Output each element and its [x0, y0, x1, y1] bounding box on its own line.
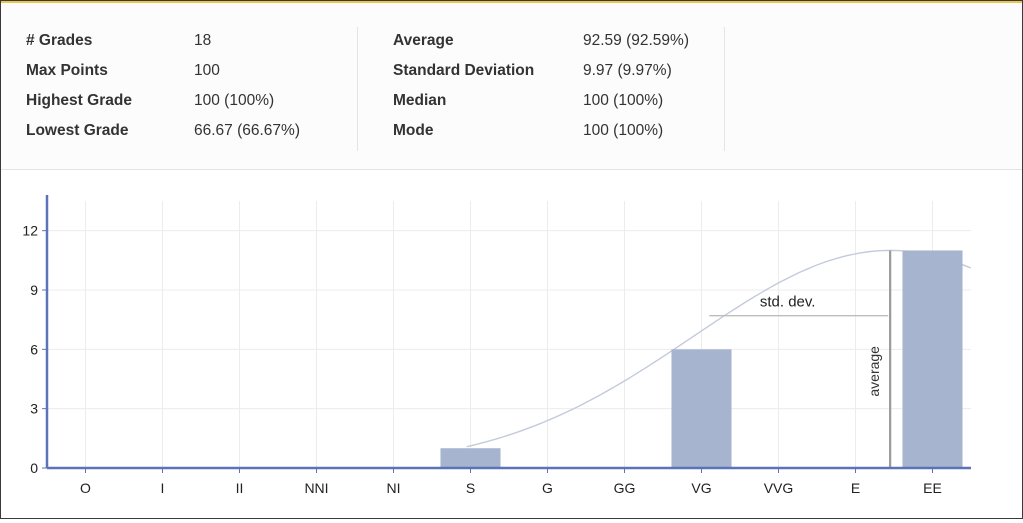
- statistic-markers: average std. dev.: [709, 250, 892, 468]
- distribution-curve: [466, 249, 971, 448]
- stat-label: Max Points: [26, 62, 108, 79]
- x-tick-label-e: E: [851, 480, 860, 496]
- top-accent-line: [1, 1, 1022, 3]
- x-tick-label-ii: II: [236, 480, 244, 496]
- stat-value: 9.97 (9.97%): [583, 62, 672, 79]
- y-tick-label: 3: [30, 401, 38, 417]
- y-tick-label: 9: [30, 282, 38, 298]
- x-tick-label-s: S: [466, 480, 475, 496]
- x-tick-label-o: O: [80, 480, 91, 496]
- y-tick-label: 12: [22, 223, 38, 239]
- y-tick-label: 0: [30, 460, 38, 476]
- statistics-summary: # Grades 18 Max Points 100 Highest Grade…: [1, 3, 1022, 170]
- bar-vg: [671, 349, 732, 468]
- x-tick-label-i: I: [161, 480, 165, 496]
- bar-s: [440, 448, 501, 468]
- stat-value: 66.67 (66.67%): [194, 122, 300, 139]
- stat-value: 18: [194, 32, 212, 49]
- stat-label: Highest Grade: [26, 92, 132, 109]
- stats-column-right: Average 92.59 (92.59%) Standard Deviatio…: [358, 27, 725, 151]
- x-tick-label-ee: EE: [923, 480, 942, 496]
- stat-value: 100 (100%): [583, 122, 664, 139]
- grade-histogram: average std. dev. 0 3 6 9 12 O I II NNI NI S G GG VG VV…: [1, 171, 1022, 518]
- stat-value: 100: [194, 62, 220, 79]
- stat-label: Median: [393, 92, 447, 109]
- y-tick-label: 6: [30, 341, 38, 357]
- stat-label: Lowest Grade: [26, 122, 129, 139]
- stat-value: 100 (100%): [583, 92, 664, 109]
- stats-column-left: # Grades 18 Max Points 100 Highest Grade…: [1, 27, 358, 151]
- stat-value: 100 (100%): [194, 92, 275, 109]
- stat-label: Average: [393, 32, 454, 49]
- x-tick-label-vvg: VVG: [764, 480, 794, 496]
- x-tick-label-gg: GG: [614, 480, 636, 496]
- bar-ee: [902, 250, 963, 468]
- bars: [440, 250, 963, 468]
- x-tick-label-g: G: [542, 480, 553, 496]
- x-tick-label-ni: NI: [387, 480, 401, 496]
- distribution-curve-layer: [466, 249, 971, 448]
- stat-label: Standard Deviation: [393, 62, 535, 79]
- x-tick-label-vg: VG: [691, 480, 711, 496]
- average-label: average: [866, 346, 882, 397]
- stat-label: Mode: [393, 122, 434, 139]
- stat-value: 92.59 (92.59%): [583, 32, 689, 49]
- stat-label: # Grades: [26, 32, 93, 49]
- grid-lines: [47, 201, 971, 468]
- std-dev-label: std. dev.: [760, 294, 816, 311]
- x-tick-label-nni: NNI: [304, 480, 328, 496]
